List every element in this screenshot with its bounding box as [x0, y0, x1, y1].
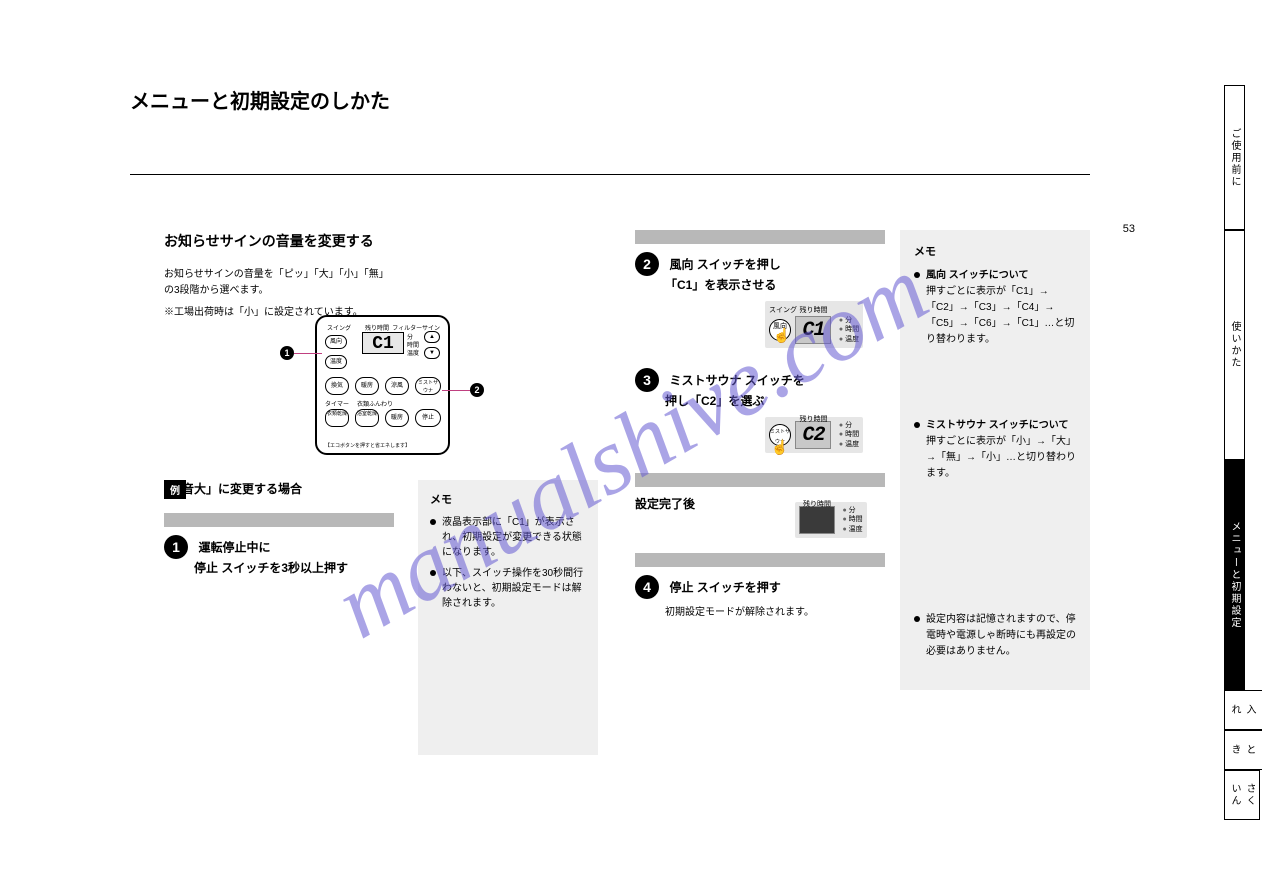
note-item2: 以下、スイッチ操作を30秒間行わないと、初期設定モードは解除されます。 [442, 566, 586, 611]
right-note-title: メモ [914, 244, 1076, 262]
swing-label: スイング [327, 323, 351, 332]
unit-labels-3: 分 時間 温度 [842, 506, 862, 533]
step2: 2 風向 スイッチを押し 「C1」を表示させる スイング 風向 残り時間 C1 … [635, 252, 885, 348]
left-column: 例 「音大」に変更する場合 1 運転停止中に 停止 スイッチを3秒以上押す [164, 480, 424, 596]
nokori-sm2: 残り時間 [799, 414, 827, 424]
callout-2-line [442, 390, 470, 391]
side-tabs: ご使用前に 使いかた メニューと初期設定 お手入れ 必要なとき さくいん [1224, 85, 1262, 820]
page-content: メニューと初期設定のしかた お知らせサインの音量を変更する お知らせサインの音量… [130, 85, 1135, 175]
kanso1-button[interactable]: 衣類乾燥 [325, 409, 349, 427]
step2-text: 風向 スイッチを押し [669, 258, 780, 272]
ryofu-button[interactable]: 涼風 [385, 377, 409, 395]
bullet-icon [914, 272, 920, 278]
page-title: メニューと初期設定のしかた [130, 85, 1135, 114]
right-note2-body: 押すごとに表示が「小」→「大」→「無」→「小」…と切り替わります。 [926, 434, 1076, 482]
nokori-sm: 残り時間 [799, 305, 827, 315]
step3-number: 3 [635, 368, 659, 392]
callout-1-dot: 1 [280, 346, 294, 360]
remote-diagram: スイング フィルターサイン 残り時間 風向 C1 分 時間 温度 ▲ ▼ 温度 … [315, 315, 450, 455]
step1-bar [164, 513, 394, 527]
danbo2-button[interactable]: 暖房 [385, 409, 409, 427]
step1-number: 1 [164, 535, 188, 559]
kanso2-button[interactable]: 浴室乾燥 [355, 409, 379, 427]
tab-maintenance[interactable]: お手入れ [1224, 690, 1262, 730]
step4-number: 4 [635, 575, 659, 599]
intro-block: お知らせサインの音量を変更する お知らせサインの音量を「ピッ」「大」「小」「無」… [164, 230, 404, 321]
example-section-title: 「音大」に変更する場合 [170, 482, 302, 496]
funwari-label: 衣類ふんわり [357, 399, 393, 408]
lcd-c1: C1 [795, 316, 831, 344]
tab-before-use[interactable]: ご使用前に [1224, 85, 1245, 230]
danbo-button[interactable]: 暖房 [355, 377, 379, 395]
right-note1-body: 押すごとに表示が「C1」→「C2」→「C3」→「C4」→「C5」→「C6」→「C… [926, 284, 1076, 348]
hand-cursor-icon: ☝ [773, 327, 790, 344]
step1: 1 運転停止中に 停止 スイッチを3秒以上押す [164, 535, 424, 576]
unit-labels-2: 分 時間 温度 [839, 421, 859, 448]
note-title: メモ [430, 492, 586, 509]
step3: 3 ミストサウナ スイッチを 押し「C2」を選ぶ ミストサウナ 残り時間 C2 … [635, 368, 885, 453]
intro-line1: お知らせサインの音量を「ピッ」「大」「小」「無」 [164, 267, 404, 283]
left-note-panel: メモ 液晶表示部に「C1」が表示され、初期設定が変更できる状態になります。 以下… [418, 480, 598, 755]
step4-bar-top [635, 473, 885, 487]
up-button[interactable]: ▲ [424, 331, 440, 343]
page-number: 53 [1123, 223, 1135, 235]
bullet-icon [914, 616, 920, 622]
callout-2-dot: 2 [470, 383, 484, 397]
right-column: メモ 風向 スイッチについて 押すごとに表示が「C1」→「C2」→「C3」→「C… [900, 230, 1090, 690]
timer-label: タイマー [325, 399, 349, 408]
tab-when-needed[interactable]: 必要なとき [1224, 730, 1262, 770]
unit-labels-1: 分 時間 温度 [839, 316, 859, 343]
remote-footer: 【エコボタンを押すと省エネします】 [325, 442, 410, 449]
step2-bar [635, 230, 885, 244]
step4-text: 停止 スイッチを押す [669, 581, 780, 595]
step2-text2: 「C1」を表示させる [665, 276, 885, 293]
center-column: 2 風向 スイッチを押し 「C1」を表示させる スイング 風向 残り時間 C1 … [635, 230, 885, 638]
right-note1-header: 風向 スイッチについて [926, 268, 1076, 284]
kanki-button[interactable]: 換気 [325, 377, 349, 395]
step3-text2: 押し「C2」を選ぶ [665, 392, 885, 409]
lcd-c2: C2 [795, 421, 831, 449]
teishi-button[interactable]: 停止 [415, 409, 441, 427]
ondo-button[interactable]: 温度 [325, 355, 347, 369]
unit-ondo: 温度 [407, 348, 419, 357]
step3-text: ミストサウナ スイッチを [669, 374, 804, 388]
tab-usage[interactable]: 使いかた [1224, 230, 1245, 460]
header-rule [130, 174, 1090, 175]
bullet-icon [430, 570, 436, 576]
remote-lcd: C1 [362, 332, 404, 354]
tab-index[interactable]: さくいん [1224, 770, 1260, 820]
right-note2-header: ミストサウナ スイッチについて [926, 418, 1076, 434]
fuko-button[interactable]: 風向 [325, 335, 347, 349]
note-item1: 液晶表示部に「C1」が表示され、初期設定が変更できる状態になります。 [442, 515, 586, 560]
step1-text2: 停止 スイッチを3秒以上押す [194, 559, 424, 576]
bullet-icon [914, 422, 920, 428]
right-info-panel: メモ 風向 スイッチについて 押すごとに表示が「C1」→「C2」→「C3」→「C… [900, 230, 1090, 690]
callout-1-line [294, 353, 322, 354]
intro-line2: の3段階から選べます。 [164, 283, 404, 299]
step2-number: 2 [635, 252, 659, 276]
example-tag: 例 [164, 480, 186, 499]
mini-display-blank: 残り時間 分 時間 温度 [795, 502, 867, 538]
down-button[interactable]: ▼ [424, 347, 440, 359]
tab-menu-settings[interactable]: メニューと初期設定 [1224, 460, 1245, 690]
step1-text: 運転停止中に [198, 541, 270, 555]
step4-bar [635, 553, 885, 567]
step4: 4 停止 スイッチを押す 初期設定モードが解除されます。 [635, 575, 885, 618]
bullet-icon [430, 519, 436, 525]
right-note3-body: 設定内容は記憶されますので、停電時や電源しゃ断時にも再設定の必要はありません。 [926, 612, 1076, 660]
hand-cursor-icon: ☝ [771, 439, 788, 456]
mist-button[interactable]: ミストサウナ [415, 377, 441, 395]
lcd-blank [799, 506, 835, 534]
nokori-label: 残り時間 [365, 323, 389, 332]
section-subtitle: お知らせサインの音量を変更する [164, 230, 404, 252]
step4-body: 初期設定モードが解除されます。 [665, 603, 885, 618]
nokori-sm3: 残り時間 [803, 499, 831, 509]
